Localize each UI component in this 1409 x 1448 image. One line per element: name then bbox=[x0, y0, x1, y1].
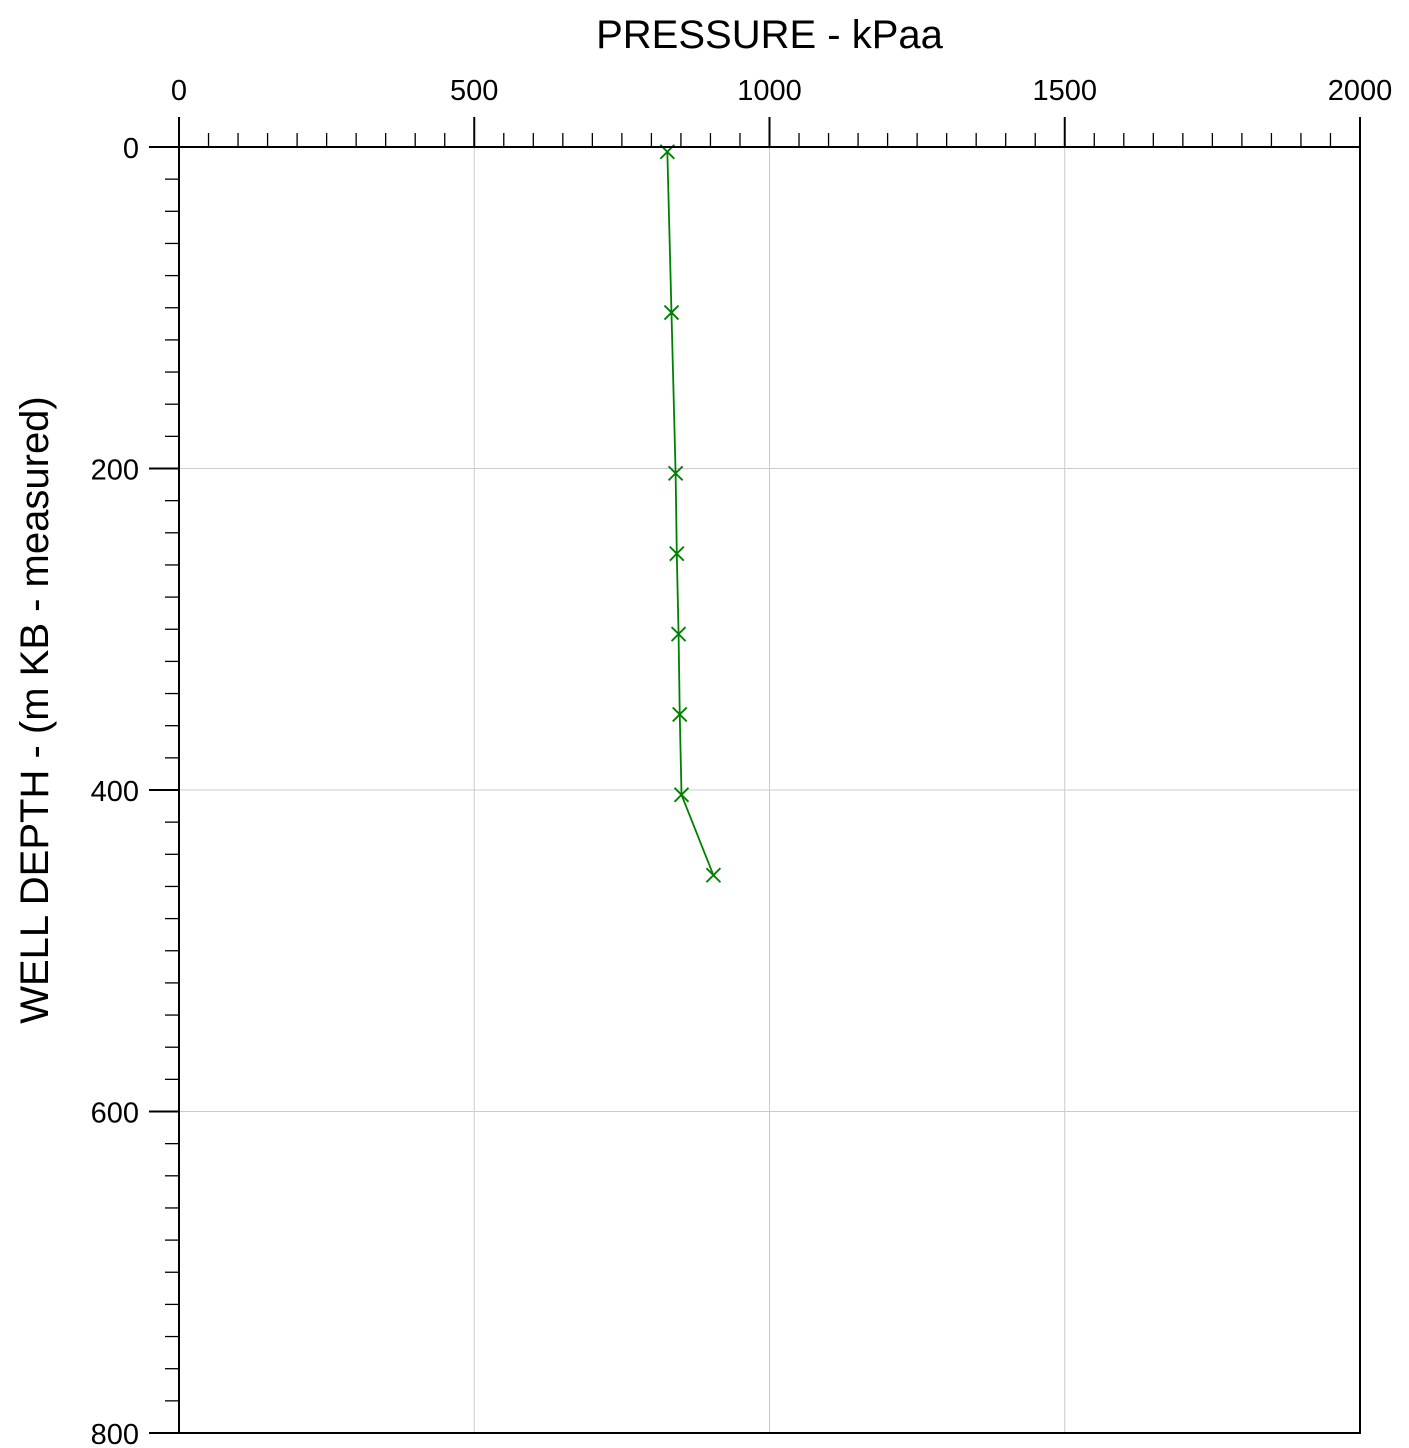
x-tick-label: 2000 bbox=[1328, 75, 1393, 107]
data-point-marker bbox=[667, 465, 684, 481]
marker-stroke bbox=[705, 867, 722, 883]
data-point-marker bbox=[705, 867, 722, 883]
gridlines bbox=[179, 147, 1360, 1433]
y-tick-label: 0 bbox=[123, 133, 139, 165]
marker-stroke bbox=[673, 787, 690, 803]
plot-frame bbox=[178, 146, 1361, 1434]
y-tick-label: 600 bbox=[91, 1098, 139, 1130]
data-point-marker bbox=[663, 304, 680, 321]
y-tick-label: 400 bbox=[91, 776, 139, 808]
y-tick-label: 200 bbox=[91, 455, 139, 487]
y-tick-label: 800 bbox=[91, 1419, 139, 1448]
data-point-marker bbox=[670, 626, 687, 642]
marker-stroke bbox=[670, 626, 687, 642]
x-tick-label: 0 bbox=[171, 75, 187, 107]
x-tick-label: 1500 bbox=[1032, 75, 1097, 107]
data-point-marker bbox=[669, 546, 685, 562]
y-axis-title: WELL DEPTH - (m KB - measured) bbox=[13, 396, 57, 1024]
x-tick-label: 1000 bbox=[737, 75, 802, 107]
x-tick-label: 500 bbox=[450, 75, 498, 107]
series-layer bbox=[659, 144, 722, 883]
marker-stroke bbox=[669, 546, 685, 562]
data-point-marker bbox=[672, 706, 688, 723]
y-tick-labels: 0 200 400 600 800 bbox=[91, 133, 139, 1448]
data-point-marker bbox=[673, 787, 690, 803]
marker-stroke bbox=[663, 304, 680, 321]
x-tick-labels: 0 500 1000 1500 2000 bbox=[171, 75, 1392, 107]
x-axis-title: PRESSURE - kPaa bbox=[596, 13, 944, 57]
minor-ticks bbox=[149, 117, 1361, 1434]
marker-stroke bbox=[672, 706, 688, 723]
marker-stroke bbox=[667, 465, 684, 481]
series-line bbox=[666, 151, 715, 876]
